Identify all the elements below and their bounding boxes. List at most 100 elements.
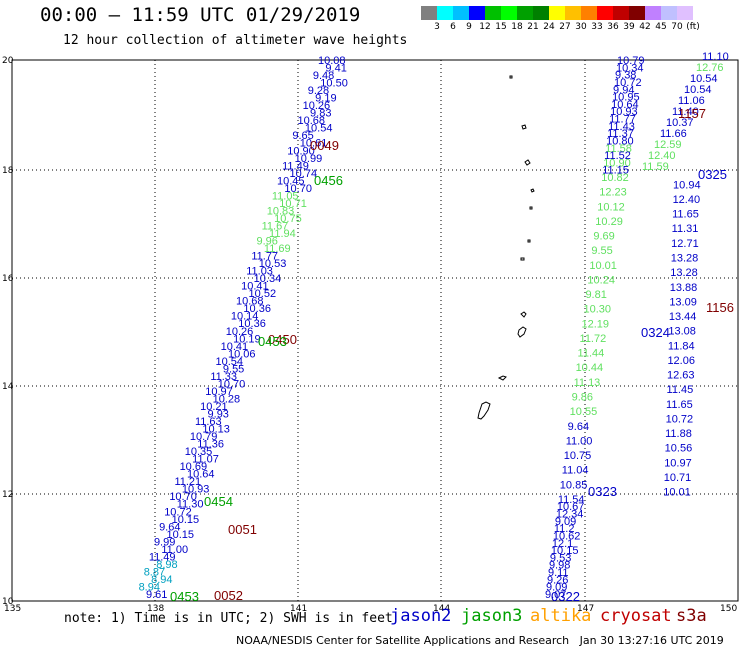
map-subtitle: 12 hour collection of altimeter wave hei… bbox=[63, 33, 408, 48]
track-b-value: 10.72 bbox=[614, 77, 642, 89]
scale-cell bbox=[533, 6, 549, 20]
track-b-value: 10.01 bbox=[663, 487, 691, 499]
track-b-value: 10.56 bbox=[665, 443, 693, 455]
island-pagan bbox=[524, 159, 531, 166]
track-a-value: 9.83 bbox=[310, 108, 331, 120]
footer-credit: NOAA/NESDIS Center for Satellite Applica… bbox=[236, 634, 724, 647]
scale-tick-label: 30 bbox=[575, 22, 587, 32]
track-a-value: 10.26 bbox=[303, 100, 331, 112]
scale-tick-label: 15 bbox=[495, 22, 507, 32]
track-a-value: 11.05 bbox=[272, 190, 299, 202]
track-b-value: 11.52 bbox=[604, 150, 631, 162]
track-b-value: 10.80 bbox=[606, 135, 634, 147]
track-b-value: 10.62 bbox=[553, 530, 581, 542]
pass-time-label: 0051 bbox=[228, 522, 257, 537]
track-b-value: 9.09 bbox=[546, 582, 567, 594]
legend-altika: altika bbox=[530, 606, 592, 626]
track-a-value: 10.97 bbox=[205, 386, 233, 398]
island-guam bbox=[477, 401, 491, 420]
scale-cell bbox=[645, 6, 661, 20]
track-b-value: 13.08 bbox=[668, 326, 696, 338]
track-a-value: 11.63 bbox=[195, 416, 222, 428]
track-b-value: 10.94 bbox=[673, 179, 701, 191]
track-b-value: 11.15 bbox=[602, 165, 629, 177]
track-b-value: 11.58 bbox=[605, 143, 632, 155]
track-a-value: 10.69 bbox=[180, 461, 208, 473]
track-b-value: 10.95 bbox=[612, 92, 640, 104]
track-b-value: 11.44 bbox=[578, 348, 605, 360]
scale-tick-label: 39 bbox=[623, 22, 635, 32]
track-c-value: 12.40 bbox=[648, 150, 676, 162]
track-b-value: 10.82 bbox=[601, 172, 629, 184]
track-a-value: 10.70 bbox=[218, 378, 246, 390]
track-a-value: 11.03 bbox=[246, 266, 273, 278]
track-b-value: 10.55 bbox=[570, 406, 598, 418]
track-b-value: 11.2 bbox=[554, 523, 575, 535]
track-b-value: 10.30 bbox=[583, 304, 611, 316]
island-sarigan bbox=[527, 239, 531, 243]
scale-tick-label: 18 bbox=[511, 22, 523, 32]
track-a-value: 9.41 bbox=[325, 63, 346, 75]
track-a-value: 9.28 bbox=[308, 85, 329, 97]
track-b-value: 10.15 bbox=[551, 545, 579, 557]
track-a-value: 11.94 bbox=[269, 228, 296, 240]
track-b-value: 10.85 bbox=[560, 479, 588, 491]
track-b-value: 10.93 bbox=[610, 106, 638, 118]
track-a-value: 10.61 bbox=[300, 138, 328, 150]
lon-label: 135 bbox=[4, 604, 21, 614]
track-c-value: 11.59 bbox=[642, 161, 669, 173]
lon-label: 147 bbox=[577, 604, 594, 614]
pass-time-label: 0324 bbox=[641, 325, 670, 340]
track-b-value: 9.98 bbox=[549, 560, 570, 572]
track-b-value: 9.11 bbox=[548, 567, 569, 579]
scale-cell bbox=[421, 6, 437, 20]
legend-s3a: s3a bbox=[676, 606, 707, 626]
track-c-value: 12.76 bbox=[696, 62, 724, 74]
scale-cell bbox=[469, 6, 485, 20]
island-saipan bbox=[517, 326, 527, 338]
track-a-value: 10.50 bbox=[320, 78, 348, 90]
track-b-value: 10.72 bbox=[666, 413, 694, 425]
scale-cell bbox=[453, 6, 469, 20]
track-a-value: 11.49 bbox=[282, 160, 309, 172]
scale-cell bbox=[597, 6, 613, 20]
scale-tick-label: 6 bbox=[450, 22, 456, 32]
pass-time-label: 0052 bbox=[214, 588, 243, 603]
track-a-value: 10.14 bbox=[231, 311, 259, 323]
track-a-value: 10.15 bbox=[172, 514, 200, 526]
track-a-value: 9.96 bbox=[256, 236, 277, 248]
track-a-value: 10.75 bbox=[274, 213, 302, 225]
map-frame bbox=[11, 59, 739, 602]
track-a-value: 11.69 bbox=[264, 243, 291, 255]
track-c-value: 11.06 bbox=[678, 95, 705, 107]
track-b-value: 9.55 bbox=[591, 245, 612, 257]
track-b-value: 12.63 bbox=[667, 370, 695, 382]
track-c-value: 12.59 bbox=[654, 139, 682, 151]
track-b-value: 11.65 bbox=[666, 399, 693, 411]
scale-cell bbox=[661, 6, 677, 20]
track-a-value: 11.67 bbox=[262, 220, 289, 232]
track-b-value: 11.31 bbox=[672, 223, 699, 235]
scale-tick-label: 9 bbox=[466, 22, 472, 32]
track-a-value: 10.79 bbox=[190, 431, 218, 443]
island-farallon bbox=[509, 75, 513, 79]
track-a-value: 10.74 bbox=[290, 168, 318, 180]
scale-tick-label: 21 bbox=[527, 22, 539, 32]
graticule bbox=[12, 60, 738, 601]
track-a-value: 10.41 bbox=[241, 281, 269, 293]
scale-tick-label: 27 bbox=[559, 22, 571, 32]
island-alamagan bbox=[530, 188, 535, 193]
island-guguan bbox=[529, 206, 533, 210]
track-b-value: 12.1 bbox=[552, 538, 573, 550]
pass-time-label: 0453 bbox=[258, 334, 287, 349]
track-a-value: 10.06 bbox=[228, 348, 256, 360]
track-a-value: 10.99 bbox=[295, 153, 323, 165]
island-anatahan bbox=[520, 257, 525, 261]
track-b-value: 12.19 bbox=[581, 318, 609, 330]
track-b-value: 10.75 bbox=[564, 450, 592, 462]
track-a-value: 10.52 bbox=[249, 288, 277, 300]
legend-jason2: jason2 bbox=[390, 606, 452, 626]
color-scale-labels: 3 6 9 12 15 18 21 24 27 30 33 36 39 42 45 70 (ft) bbox=[421, 22, 740, 34]
pass-time-label: 0450 bbox=[268, 332, 297, 347]
track-a-value: 11.77 bbox=[251, 251, 278, 263]
